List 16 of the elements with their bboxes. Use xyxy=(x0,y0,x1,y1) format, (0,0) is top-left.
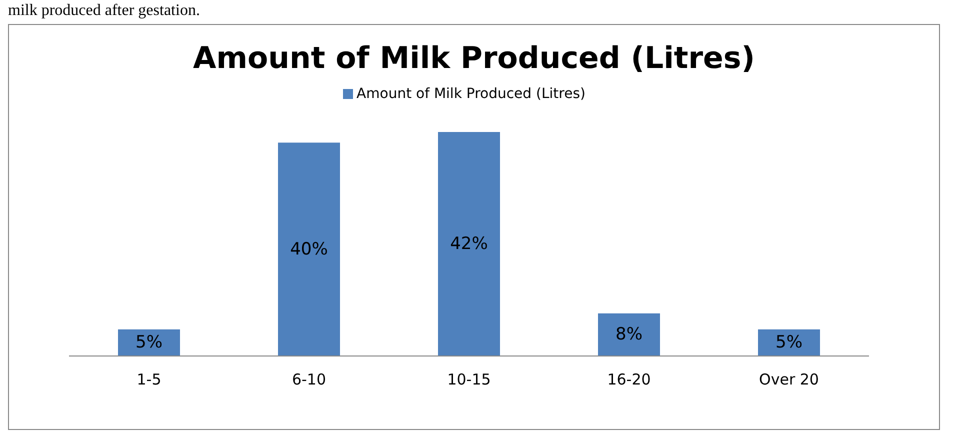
x-tick-label: 6-10 xyxy=(292,370,326,389)
data-label: 8% xyxy=(616,324,642,345)
x-tick-label: 10-15 xyxy=(447,370,491,389)
text: milk produced after gestation. xyxy=(8,2,200,20)
data-label: 42% xyxy=(450,234,488,254)
x-tick-label: Over 20 xyxy=(759,370,819,389)
bar xyxy=(278,142,340,356)
data-label: 40% xyxy=(290,239,328,260)
data-label: 5% xyxy=(136,332,162,353)
x-tick-label: 16-20 xyxy=(607,370,651,389)
x-tick-label: 1-5 xyxy=(136,370,162,389)
bar xyxy=(438,132,500,356)
bar xyxy=(598,313,660,356)
chart-title: Amount of Milk Produced (Litres) xyxy=(192,41,756,76)
data-label: 5% xyxy=(776,332,802,353)
legend-label: Amount of Milk Produced (Litres) xyxy=(356,86,586,102)
